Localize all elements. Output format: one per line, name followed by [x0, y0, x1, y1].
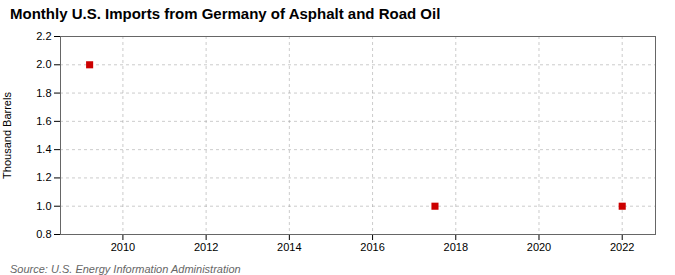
svg-text:1.6: 1.6 — [36, 115, 51, 127]
svg-text:1.8: 1.8 — [36, 87, 51, 99]
svg-text:2010: 2010 — [111, 241, 135, 253]
svg-text:2018: 2018 — [444, 241, 468, 253]
svg-text:2.2: 2.2 — [36, 30, 51, 42]
svg-text:1.2: 1.2 — [36, 171, 51, 183]
svg-text:2.0: 2.0 — [36, 58, 51, 70]
svg-text:2020: 2020 — [527, 241, 551, 253]
svg-text:1.4: 1.4 — [36, 143, 51, 155]
svg-text:Thousand Barrels: Thousand Barrels — [1, 92, 13, 179]
svg-text:2012: 2012 — [194, 241, 218, 253]
html-text:Source: U.S. Energy Informatio: Source: U.S. Energy Information Administ… — [10, 263, 241, 275]
html-text:Monthly U.S. Imports from Germ: Monthly U.S. Imports from Germany of Asp… — [10, 5, 441, 22]
svg-text:0.8: 0.8 — [36, 228, 51, 240]
svg-text:1.0: 1.0 — [36, 200, 51, 212]
svg-text:2014: 2014 — [277, 241, 301, 253]
svg-text:2022: 2022 — [610, 241, 634, 253]
svg-text:2016: 2016 — [360, 241, 384, 253]
